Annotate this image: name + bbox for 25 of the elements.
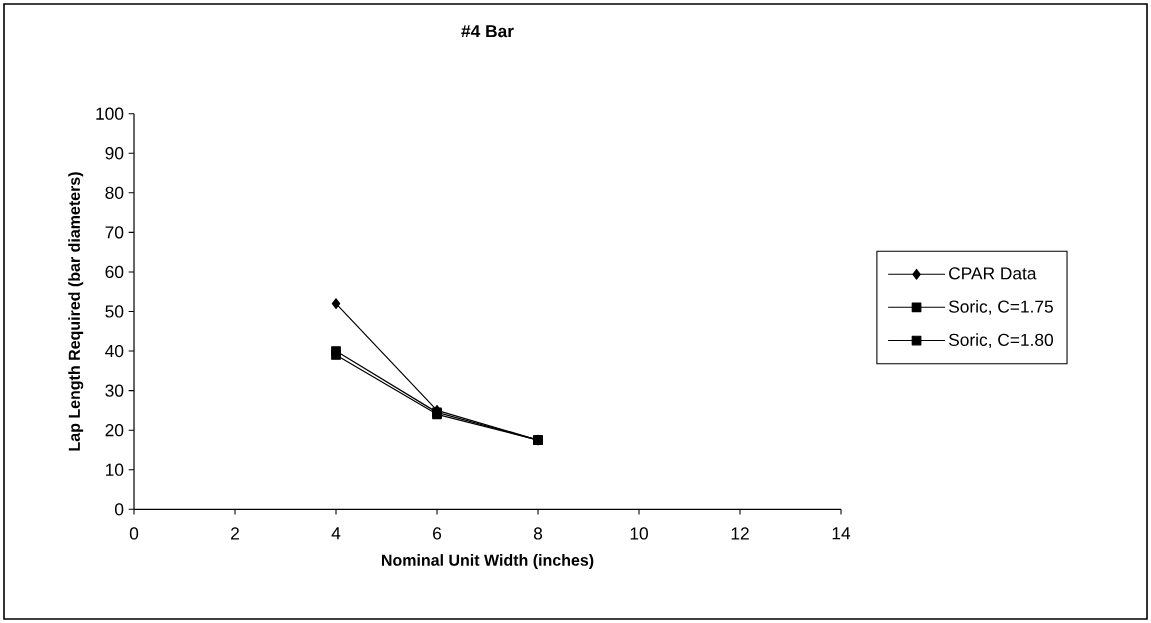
y-tick-label: 30 [105,384,124,397]
x-tick-label: 8 [533,527,543,540]
y-tick-label: 40 [105,344,124,358]
x-tick-label: 10 [630,527,648,540]
y-tick-label: 100 [96,107,124,120]
chart-title: #4 Bar [461,25,514,38]
legend-label: Soric, C=1.75 [948,300,1053,315]
y-tick-label: 80 [105,186,124,199]
y-tick-label: 60 [105,265,124,279]
x-tick-label: 14 [832,527,851,540]
y-axis-title: Lap Length Required (bar diameters) [68,172,84,451]
y-tick-label: 20 [105,424,124,437]
y-tick-label: 10 [106,463,124,476]
y-tick-label: 70 [105,226,124,239]
x-tick-label: 6 [433,527,442,540]
y-tick-label: 90 [105,147,124,160]
y-tick-label: 50 [105,305,124,318]
y-tick-label: 0 [115,503,124,516]
x-tick-label: 2 [231,527,239,540]
x-tick-label: 12 [731,527,749,540]
legend-label: CPAR Data [949,267,1037,280]
x-axis-title: Nominal Unit Width (inches) [381,554,594,570]
legend-label: Soric, C=1.80 [948,333,1053,349]
x-tick-label: 4 [331,527,341,540]
x-tick-label: 0 [129,527,139,540]
